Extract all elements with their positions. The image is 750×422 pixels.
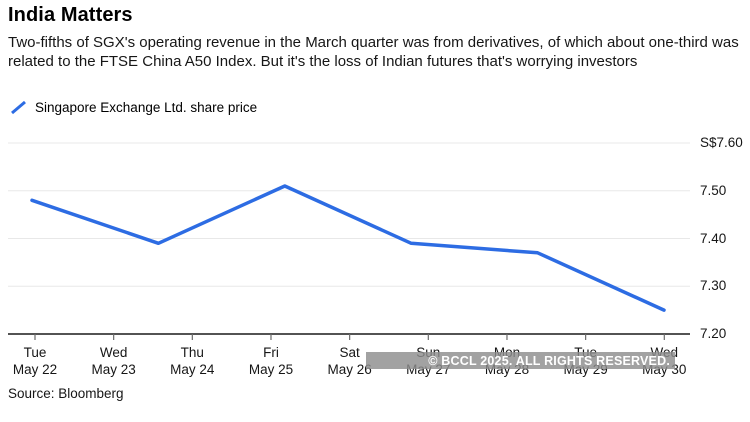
x-axis-tick-label: Sat May 26 [313,344,387,378]
x-tick-date: May 25 [248,362,294,377]
line-chart [8,142,690,340]
y-axis-tick-label: 7.30 [700,278,727,294]
x-tick-date: May 26 [327,362,372,377]
page-title: India Matters [8,4,133,26]
x-tick-date: May 24 [170,362,215,377]
x-axis-tick-label: Wed May 23 [77,344,151,378]
y-axis-tick-label: 7.50 [700,182,727,198]
source-credit: Source: Bloomberg [8,386,124,401]
gridlines [8,142,690,335]
x-tick-day: Sat [339,345,360,360]
x-tick-day: Thu [180,345,204,360]
x-tick-day: Wed [99,345,128,360]
chart-subtitle: Two-fifths of SGX's operating revenue in… [8,34,739,70]
x-tick-day: Fri [263,345,279,360]
x-tick-date: May 22 [12,362,58,377]
x-tick-date: May 23 [91,362,136,377]
y-axis-tick-label: 7.40 [700,230,727,246]
legend-label: Singapore Exchange Ltd. share price [35,100,258,115]
legend: Singapore Exchange Ltd. share price [10,100,257,115]
watermark-bar: © BCCL 2025. ALL RIGHTS RESERVED. [366,352,675,369]
x-tick-day: Tue [23,345,47,360]
line-swatch-icon [11,100,26,115]
x-axis-tick-label: Tue May 22 [0,344,72,378]
x-axis-tick-marks [34,334,665,340]
price-line-series [30,184,666,312]
x-axis-tick-label: Thu May 24 [155,344,229,378]
x-axis-tick-label: Fri May 25 [234,344,308,378]
watermark-text: © BCCL 2025. ALL RIGHTS RESERVED. [428,353,670,368]
y-axis-tick-label: 7.20 [700,326,727,341]
y-axis-tick-label: S$7.60 [700,135,743,150]
